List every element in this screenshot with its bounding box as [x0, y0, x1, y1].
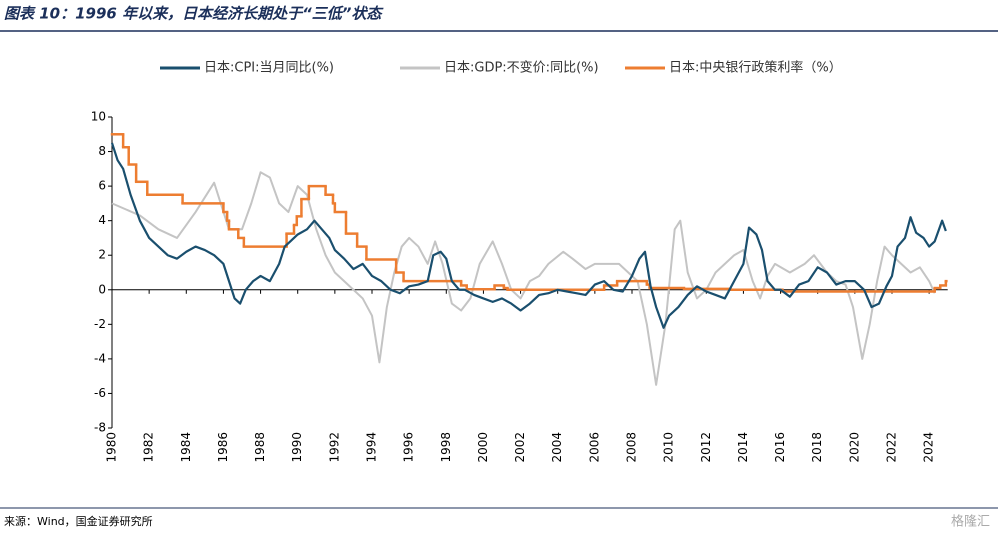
- x-tick-label: 2000: [476, 432, 490, 463]
- x-tick-label: 2012: [699, 432, 713, 463]
- y-tick-label: -4: [94, 351, 106, 365]
- x-tick-label: 2010: [662, 432, 676, 463]
- x-tick-label: 1990: [290, 432, 304, 463]
- x-tick-label: 2024: [922, 432, 936, 463]
- x-tick-label: 1994: [364, 432, 378, 463]
- x-tick-label: 1986: [216, 432, 230, 463]
- x-tick-label: 2022: [884, 432, 898, 463]
- y-tick-label: 2: [98, 248, 106, 262]
- y-tick-label: 8: [98, 144, 106, 158]
- watermark: 格隆汇: [951, 514, 990, 530]
- x-tick-label: 2014: [736, 432, 750, 463]
- x-tick-label: 2020: [847, 432, 861, 463]
- x-tick-label: 2018: [810, 432, 824, 463]
- y-tick-label: 0: [98, 282, 106, 296]
- y-tick-label: 10: [91, 110, 106, 124]
- y-tick-label: 4: [98, 213, 106, 227]
- series-line: [111, 171, 936, 386]
- x-tick-label: 1980: [105, 432, 119, 463]
- legend-label: 日本:中央银行政策利率（%）: [669, 60, 842, 76]
- legend-label: 日本:CPI:当月同比(%): [204, 61, 334, 76]
- source: 来源：Wind，国金证券研究所: [4, 514, 153, 528]
- y-tick-label: -6: [94, 386, 106, 400]
- x-tick-label: 1992: [327, 432, 341, 463]
- chart-title: 图表 10：1996 年以来，日本经济长期处于“三低”状态: [4, 5, 384, 23]
- y-tick-label: -2: [94, 317, 106, 331]
- y-tick-label: 6: [98, 179, 106, 193]
- legend-label: 日本:GDP:不变价:同比(%): [444, 60, 599, 76]
- y-tick-label: -8: [94, 421, 106, 435]
- x-tick-label: 2004: [550, 432, 564, 463]
- x-tick-label: 1996: [402, 432, 416, 463]
- x-tick-label: 1982: [142, 432, 156, 463]
- series-line: [110, 142, 947, 329]
- x-tick-label: 2016: [773, 432, 787, 463]
- x-tick-label: 2002: [513, 432, 527, 463]
- x-tick-label: 2008: [624, 432, 638, 463]
- x-tick-label: 1984: [179, 432, 193, 463]
- x-tick-label: 2006: [587, 432, 601, 463]
- x-tick-label: 1998: [439, 432, 453, 463]
- x-tick-label: 1988: [253, 432, 267, 463]
